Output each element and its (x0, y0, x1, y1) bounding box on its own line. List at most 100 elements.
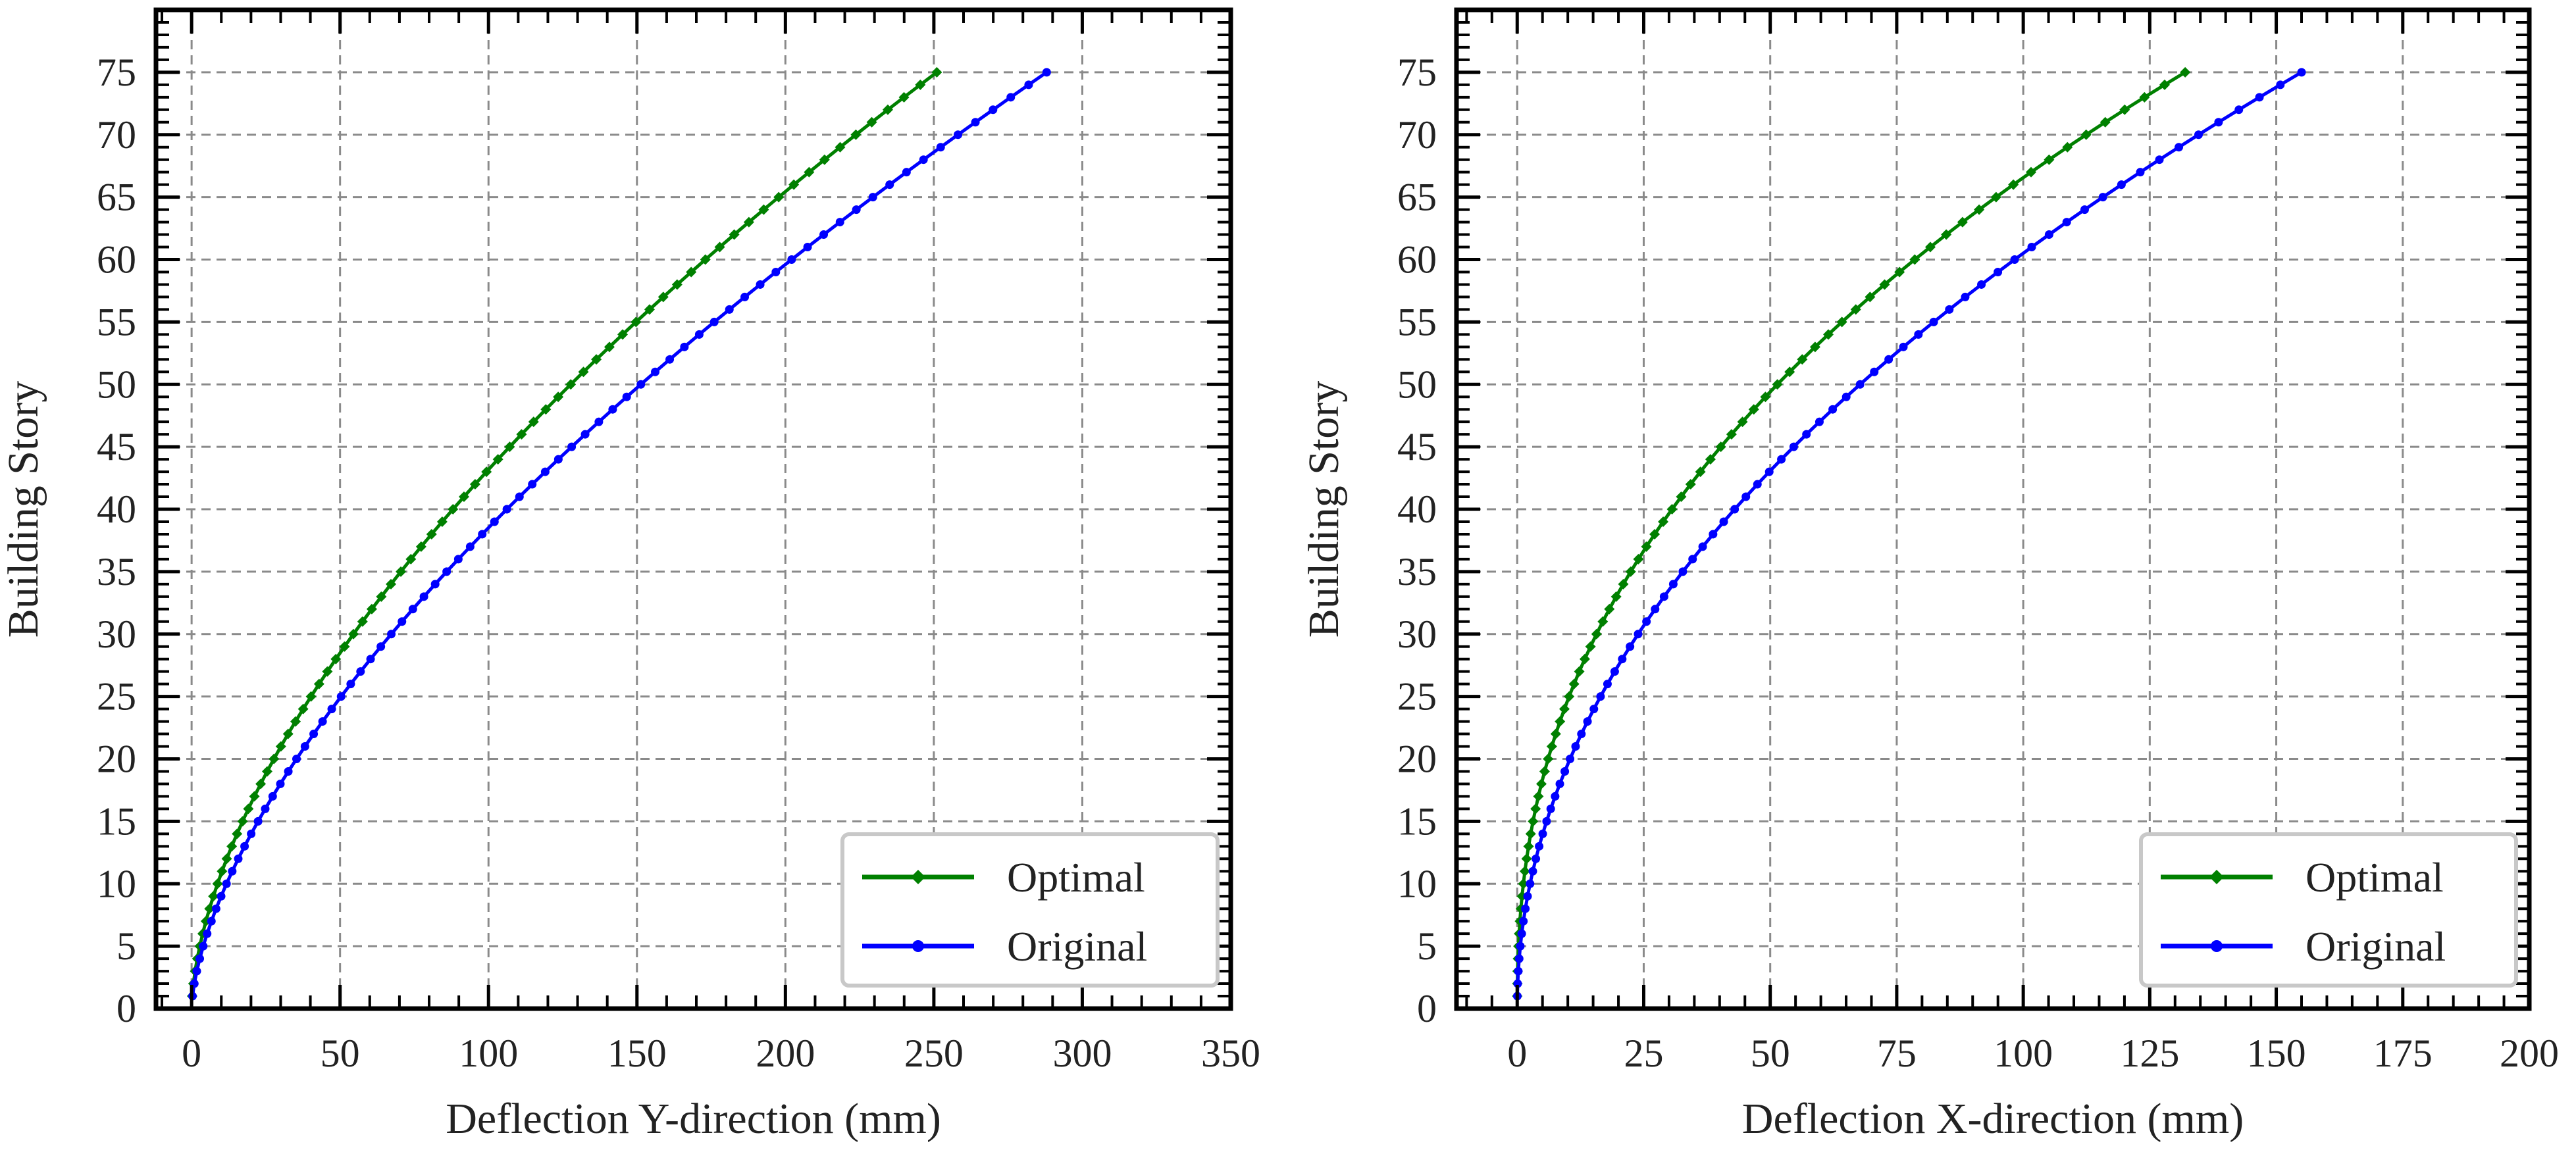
x-tick-labels-right: 0 25 50 75 100 125 150 175 200 (1507, 1032, 2559, 1075)
data-point-original (936, 143, 945, 152)
data-point-optimal (1568, 678, 1580, 690)
y-tick-label: 10 (97, 862, 136, 905)
data-point-optimal (1604, 603, 1615, 615)
y-tick-label: 65 (97, 176, 136, 219)
data-point-original (1006, 93, 1016, 102)
data-point-optimal (2159, 79, 2170, 90)
data-point-optimal (2044, 154, 2055, 165)
data-point-original (1899, 342, 1908, 351)
data-point-optimal (1530, 803, 1541, 815)
data-point-optimal (1618, 578, 1629, 590)
data-point-optimal (788, 179, 800, 190)
data-point-optimal (1610, 591, 1622, 602)
data-point-optimal (426, 528, 437, 539)
data-point-optimal (469, 479, 480, 490)
data-point-optimal (1695, 466, 1706, 478)
grid-right (1456, 10, 2529, 1009)
data-point-optimal (1676, 491, 1687, 503)
legend-label-optimal: Optimal (1007, 854, 1145, 901)
y-tick-label: 55 (1397, 300, 1437, 343)
data-point-original (408, 605, 417, 614)
data-point-original (1870, 367, 1879, 376)
data-point-optimal (1555, 716, 1566, 727)
chart-right: 0 25 50 75 100 125 150 175 200 0 5 10 15… (1300, 7, 2559, 1143)
data-point-optimal (1539, 766, 1550, 777)
data-point-original (1994, 267, 2003, 276)
data-point-original (300, 742, 309, 751)
data-point-optimal (436, 516, 448, 527)
data-point-optimal (565, 379, 577, 390)
y-tick-label: 55 (97, 300, 136, 343)
data-point-optimal (1772, 379, 1783, 390)
data-point-optimal (1579, 653, 1590, 665)
y-tick-label: 40 (1397, 488, 1437, 531)
data-point-optimal (617, 329, 629, 340)
data-point-optimal (1941, 229, 1952, 240)
data-point-original (376, 642, 386, 651)
data-point-original (1513, 979, 1522, 988)
data-point-original (1688, 555, 1697, 564)
data-point-original (1719, 517, 1728, 526)
data-point-optimal (243, 803, 254, 815)
data-point-optimal (2008, 179, 2019, 190)
data-point-optimal (1705, 454, 1716, 465)
legend-marker (912, 940, 924, 952)
y-tick-label: 35 (1397, 550, 1437, 593)
data-point-optimal (269, 753, 280, 765)
y-tick-label: 45 (97, 425, 136, 468)
data-point-original (203, 929, 212, 938)
data-point-optimal (1564, 691, 1575, 702)
data-point-optimal (415, 541, 426, 552)
data-point-original (192, 966, 201, 976)
data-point-original (1668, 580, 1678, 589)
data-point-original (327, 705, 336, 714)
data-point-optimal (204, 903, 215, 915)
data-point-optimal (729, 229, 740, 240)
data-point-original (1517, 929, 1526, 938)
data-point-original (1603, 680, 1612, 689)
y-tick-label: 45 (1397, 425, 1437, 468)
data-point-optimal (1519, 866, 1530, 877)
data-point-original (1977, 280, 1986, 289)
data-point-original (902, 168, 911, 177)
data-point-original (868, 193, 877, 202)
y-tick-label: 50 (97, 363, 136, 406)
data-point-optimal (297, 703, 309, 715)
data-point-original (2044, 230, 2053, 239)
data-point-original (2297, 68, 2306, 77)
data-point-original (1526, 879, 1535, 888)
data-point-original (1765, 467, 1774, 476)
data-point-optimal (305, 691, 317, 702)
y-tick-label: 30 (97, 613, 136, 656)
data-point-original (502, 505, 511, 514)
data-point-optimal (1760, 391, 1771, 403)
data-point-original (1828, 405, 1838, 414)
legend-sample-optimal (2161, 870, 2273, 884)
data-point-optimal (1726, 429, 1737, 440)
data-point-original (366, 655, 375, 664)
data-point-original (1519, 916, 1528, 926)
data-point-optimal (405, 553, 417, 564)
data-point-optimal (1737, 416, 1748, 428)
data-point-optimal (1641, 541, 1652, 552)
data-point-optimal (1748, 404, 1759, 415)
data-point-original (195, 954, 205, 963)
data-point-original (1560, 766, 1570, 776)
data-point-optimal (516, 429, 527, 440)
data-point-optimal (758, 204, 769, 215)
data-point-optimal (1715, 441, 1726, 453)
data-point-original (1618, 655, 1627, 664)
data-point-original (356, 667, 365, 676)
data-point-optimal (1625, 566, 1636, 577)
data-point-original (680, 342, 689, 351)
data-point-original (2214, 118, 2223, 127)
data-point-original (430, 580, 440, 589)
data-point-optimal (357, 616, 368, 627)
data-point-original (453, 555, 463, 564)
data-point-original (622, 392, 631, 401)
data-point-optimal (492, 454, 503, 465)
data-point-optimal (1585, 641, 1596, 652)
data-point-original (346, 680, 355, 689)
data-point-optimal (212, 878, 223, 890)
data-point-optimal (1523, 841, 1534, 852)
